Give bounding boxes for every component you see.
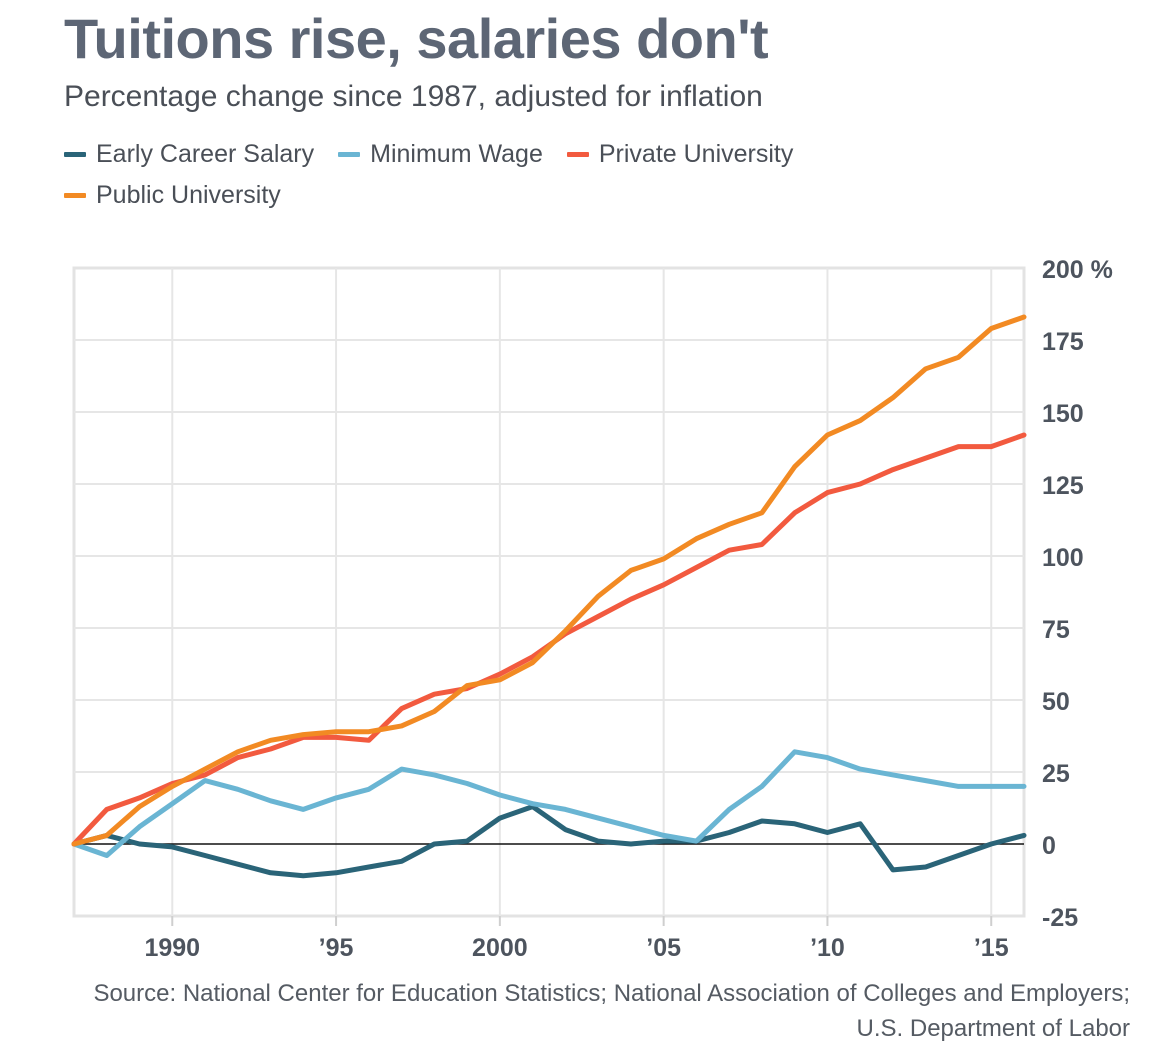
legend-label: Minimum Wage bbox=[370, 140, 543, 168]
series-line-public-university bbox=[71, 314, 1027, 847]
y-tick-label: -25 bbox=[1042, 904, 1078, 932]
y-tick-label: 150 bbox=[1042, 400, 1084, 428]
y-tick-label: 125 bbox=[1042, 472, 1084, 500]
x-tick-label: ’10 bbox=[810, 934, 845, 962]
y-tick-label: 100 bbox=[1042, 544, 1084, 572]
x-tick-label: 2000 bbox=[472, 934, 528, 962]
plot-frame bbox=[72, 266, 1026, 918]
y-tick-label: 0 bbox=[1042, 832, 1056, 860]
legend-swatch-private-university bbox=[566, 152, 589, 157]
x-tick-label: ’05 bbox=[646, 934, 681, 962]
y-tick-label: 50 bbox=[1042, 688, 1070, 716]
legend-swatch-public-university bbox=[64, 193, 86, 198]
y-tick-label: 75 bbox=[1042, 616, 1070, 644]
legend-item-private-university: Private University bbox=[566, 140, 794, 169]
legend-item-public-university: Public University bbox=[64, 181, 281, 210]
page-title: Tuitions rise, salaries don't bbox=[64, 7, 769, 70]
legend-item-early-career-salary: Early Career Salary bbox=[64, 140, 314, 169]
series-line-minimum-wage bbox=[71, 749, 1027, 858]
y-tick-label: 200 % bbox=[1042, 256, 1113, 284]
y-tick-label: 175 bbox=[1042, 328, 1084, 356]
y-tick-label: 25 bbox=[1042, 760, 1070, 788]
page-subtitle: Percentage change since 1987, adjusted f… bbox=[64, 80, 763, 113]
legend-swatch-minimum-wage bbox=[338, 152, 361, 157]
legend-label: Private University bbox=[598, 140, 794, 168]
legend-swatch-early-career-salary bbox=[64, 152, 86, 157]
legend-label: Early Career Salary bbox=[96, 140, 315, 168]
x-tick-label: ’15 bbox=[974, 934, 1009, 962]
series-line-early-career-salary bbox=[71, 804, 1027, 879]
chart-legend: Early Career Salary Minimum Wage Private… bbox=[64, 140, 924, 210]
legend-item-minimum-wage: Minimum Wage bbox=[338, 140, 543, 169]
source-note: Source: National Center for Education St… bbox=[93, 980, 1130, 1042]
legend-label: Public University bbox=[96, 181, 281, 209]
x-tick-label: ’95 bbox=[319, 934, 354, 962]
x-tick-label: 1990 bbox=[144, 934, 200, 962]
